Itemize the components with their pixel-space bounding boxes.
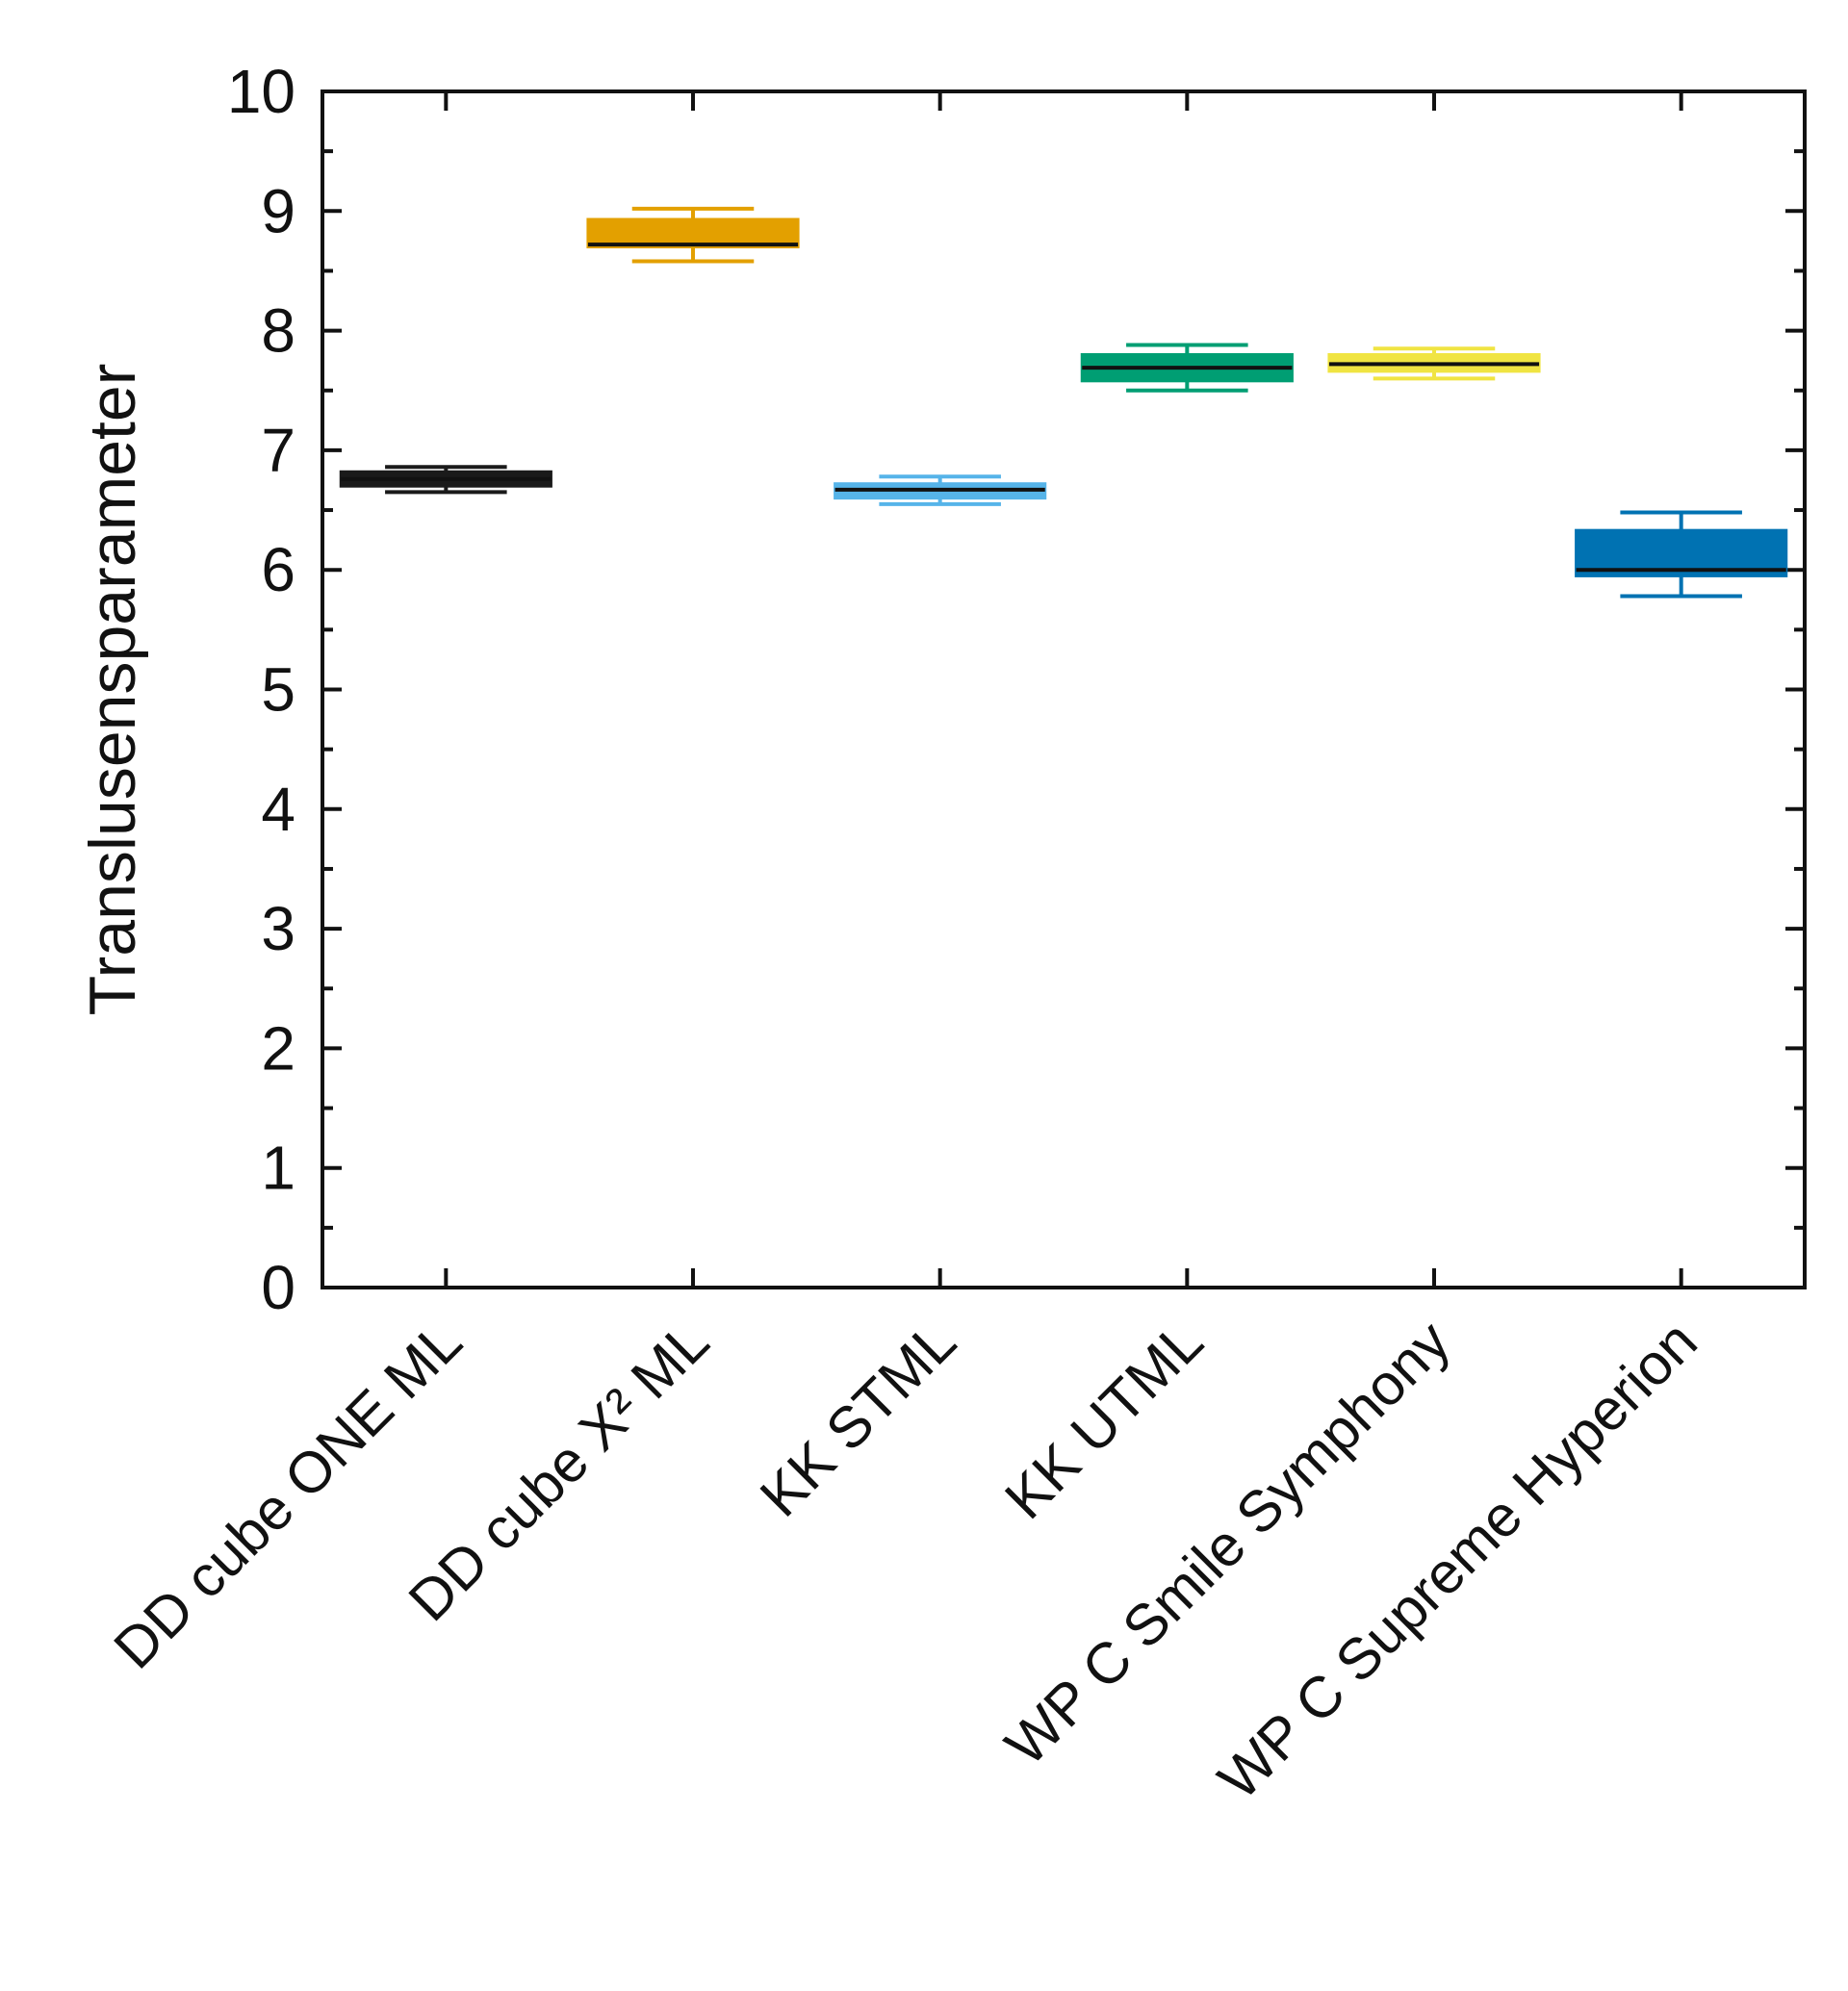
y-tick-label: 6 bbox=[261, 535, 295, 604]
plot-area-frame bbox=[321, 89, 1807, 1289]
y-tick-label: 3 bbox=[261, 894, 295, 963]
y-axis-tick-labels: 0 1 2 3 4 5 6 7 8 9 10 bbox=[227, 57, 295, 1322]
y-tick-label: 0 bbox=[261, 1253, 295, 1322]
y-tick-label: 1 bbox=[261, 1134, 295, 1203]
x-category-label: KK STML bbox=[748, 1309, 968, 1529]
y-tick-label: 7 bbox=[261, 416, 295, 485]
box-group bbox=[1080, 343, 1294, 393]
y-axis-ticks bbox=[322, 89, 1805, 1289]
box-iqr bbox=[586, 217, 800, 249]
box-group bbox=[586, 206, 800, 264]
x-axis-ticks bbox=[444, 91, 1683, 1288]
box-group bbox=[834, 474, 1047, 506]
box-group bbox=[339, 465, 552, 495]
x-category-label: DD cube ONE ML bbox=[102, 1309, 475, 1681]
y-tick-label: 5 bbox=[261, 655, 295, 725]
box-series bbox=[339, 206, 1788, 599]
x-category-label: KK UTML bbox=[992, 1309, 1215, 1531]
y-axis-title: Translusensparameter bbox=[76, 364, 149, 1016]
x-category-label: WP C Supreme Hyperion bbox=[1206, 1309, 1709, 1812]
box-group bbox=[1327, 346, 1541, 381]
box-group bbox=[1575, 510, 1788, 599]
y-tick-label: 8 bbox=[261, 296, 295, 366]
y-tick-label: 4 bbox=[261, 775, 295, 844]
y-tick-label: 10 bbox=[227, 57, 295, 126]
x-category-label: WP C Smile Symphony bbox=[993, 1309, 1462, 1777]
y-tick-label: 9 bbox=[261, 176, 295, 245]
y-tick-label: 2 bbox=[261, 1013, 295, 1083]
